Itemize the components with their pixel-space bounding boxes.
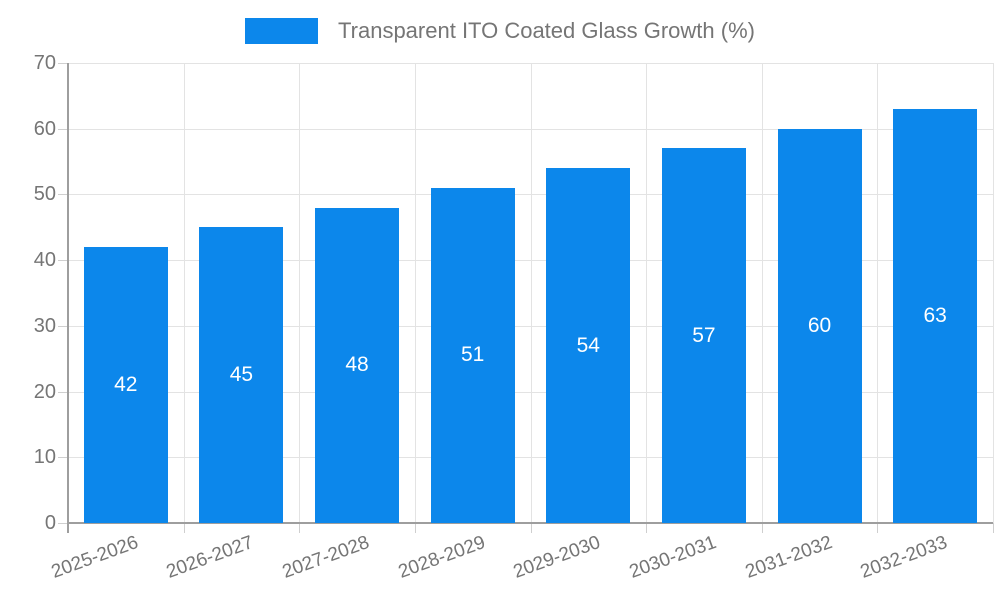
y-axis-tick [58,194,68,196]
x-axis-tick-label: 2026-2027 [164,532,257,583]
bar[interactable] [777,128,862,523]
gridline-vertical [299,63,301,523]
x-axis-tick [530,523,532,533]
gridline-vertical [877,63,879,523]
bar-value-label: 63 [923,304,947,327]
bar-value-label: 60 [807,313,832,337]
x-axis-tick-label: 2032-2033 [857,532,951,583]
bar-value-label: 54 [576,333,600,357]
legend-color-swatch-icon [245,18,319,44]
y-axis-tick-label: 40 [33,249,56,272]
y-axis-tick-label: 60 [33,117,56,140]
gridline-vertical [530,63,532,523]
x-axis-line [67,522,993,524]
x-axis-tick [761,523,763,533]
y-axis-tick-label: 50 [33,183,56,206]
x-axis-tick [993,523,994,533]
legend-label: Transparent ITO Coated Glass Growth (%) [338,18,755,43]
x-axis-tick-label: 2030-2031 [626,532,720,583]
y-axis-tick [58,391,68,393]
x-axis-tick [414,523,416,533]
bar[interactable] [546,168,631,523]
y-axis-tick [58,325,68,327]
x-axis-tick-label: 2028-2029 [395,532,488,583]
y-axis-line [67,63,69,533]
bar[interactable] [83,247,168,523]
x-axis-tick-label: 2029-2030 [510,532,604,583]
legend-item[interactable]: Transparent ITO Coated Glass Growth (%) [0,16,1000,46]
y-axis-tick [58,128,68,130]
gridline-vertical [993,63,994,523]
bar[interactable] [661,148,746,523]
y-axis-tick [58,457,68,459]
bar-value-label: 45 [229,363,254,387]
bar-value-label: 48 [345,353,369,377]
y-axis-tick [58,63,68,64]
bar[interactable] [315,207,400,523]
bar-value-label: 57 [692,323,716,347]
gridline-vertical [761,63,763,523]
y-axis-tick-label: 0 [44,512,56,534]
y-axis-tick-label: 20 [33,380,56,403]
y-axis-tick [58,523,68,524]
x-axis-tick-label: 2031-2032 [742,532,835,583]
x-axis-tick [646,523,648,533]
bar-value-label: 42 [114,373,138,396]
x-axis-tick [299,523,301,533]
gridline-vertical [646,63,648,523]
y-axis-tick-label: 70 [33,52,56,74]
x-axis-tick-label: 2025-2026 [48,532,141,583]
bar-value-label: 51 [461,343,485,367]
bar[interactable] [430,187,515,523]
y-axis-tick-label: 30 [33,314,56,337]
y-axis-tick-label: 10 [33,446,56,469]
bar[interactable] [199,227,284,523]
gridline-vertical [183,63,185,523]
bar[interactable] [893,109,978,523]
x-axis-tick [183,523,185,533]
x-axis-tick-label: 2027-2028 [279,532,373,583]
x-axis-tick [877,523,879,533]
y-axis-tick [58,260,68,262]
gridline-vertical [414,63,416,523]
